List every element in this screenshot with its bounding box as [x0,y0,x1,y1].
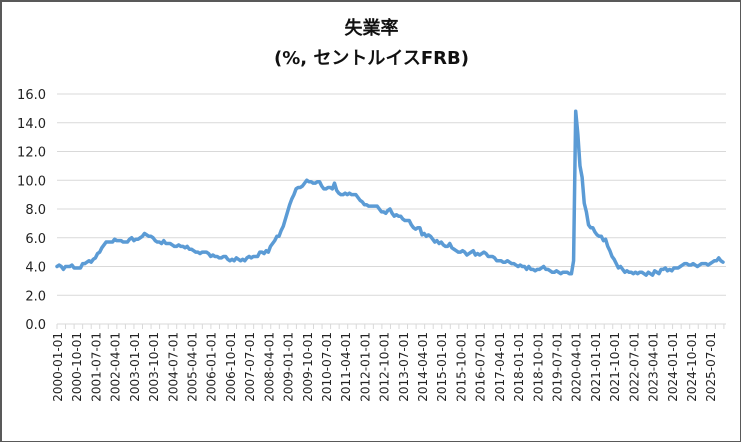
x-tick-label: 2006-01-01 [205,332,219,402]
x-tick-label: 2005-04-01 [185,332,199,402]
y-tick-label: 8.0 [25,203,46,218]
x-tick-label: 2018-10-01 [531,332,545,402]
chart-subtitle: (%, セントルイスFRB) [274,48,469,69]
x-tick-label: 2017-04-01 [493,332,507,402]
x-tick-label: 2009-01-01 [282,332,296,402]
x-axis: 2000-01-01 2000-10-01 2001-07-01 2002-04-01… [51,323,726,402]
y-tick-label: 12.0 [17,146,46,161]
y-axis: 0.0 2.0 4.0 6.0 8.0 10.0 12.0 14.0 16.0 [17,88,46,333]
x-tick-label: 2006-10-01 [224,332,238,402]
x-tick-label: 2025-07-01 [704,332,718,402]
x-tick-label: 2015-10-01 [454,332,468,402]
x-tick-label: 2000-10-01 [70,332,84,402]
gridlines [57,93,726,296]
x-tick-label: 2001-07-01 [89,332,103,402]
x-tick-label: 2019-07-01 [551,332,565,402]
y-tick-label: 6.0 [25,232,46,247]
x-tick-label: 2016-07-01 [474,332,488,402]
x-tick-label: 2021-01-01 [589,332,603,402]
y-tick-label: 14.0 [17,117,46,132]
x-tick-label: 2013-07-01 [397,332,411,402]
y-tick-label: 16.0 [17,88,46,103]
x-tick-label: 2024-01-01 [666,332,680,402]
x-tick-label: 2012-01-01 [358,332,372,402]
x-tick-label: 2000-01-01 [51,332,65,402]
x-tick-label: 2020-04-01 [570,332,584,402]
x-tick-label: 2003-10-01 [147,332,161,402]
x-tick-label: 2002-04-01 [109,332,123,402]
x-tick-label: 2021-10-01 [608,332,622,402]
y-tick-label: 4.0 [25,261,46,276]
x-tick-label: 2007-07-01 [243,332,257,402]
x-tick-label: 2009-10-01 [301,332,315,402]
x-tick-label: 2003-01-01 [128,332,142,402]
x-tick-label: 2008-04-01 [262,332,276,402]
x-tick-label: 2024-10-01 [685,332,699,402]
x-tick-label: 2023-04-01 [647,332,661,402]
chart-title: 失業率 [344,18,399,39]
x-tick-label: 2004-07-01 [166,332,180,402]
x-tick-label: 2015-01-01 [435,332,449,402]
y-tick-label: 0.0 [25,318,46,333]
x-tick-label: 2010-07-01 [320,332,334,402]
x-tick-label: 2011-04-01 [339,332,353,402]
x-tick-label: 2012-10-01 [378,332,392,402]
y-tick-label: 10.0 [17,174,46,189]
y-tick-label: 2.0 [25,289,46,304]
unemployment-rate-line [55,109,725,277]
x-tick-label: 2014-04-01 [416,332,430,402]
x-tick-label: 2022-07-01 [627,332,641,402]
x-tick-label: 2018-01-01 [512,332,526,402]
